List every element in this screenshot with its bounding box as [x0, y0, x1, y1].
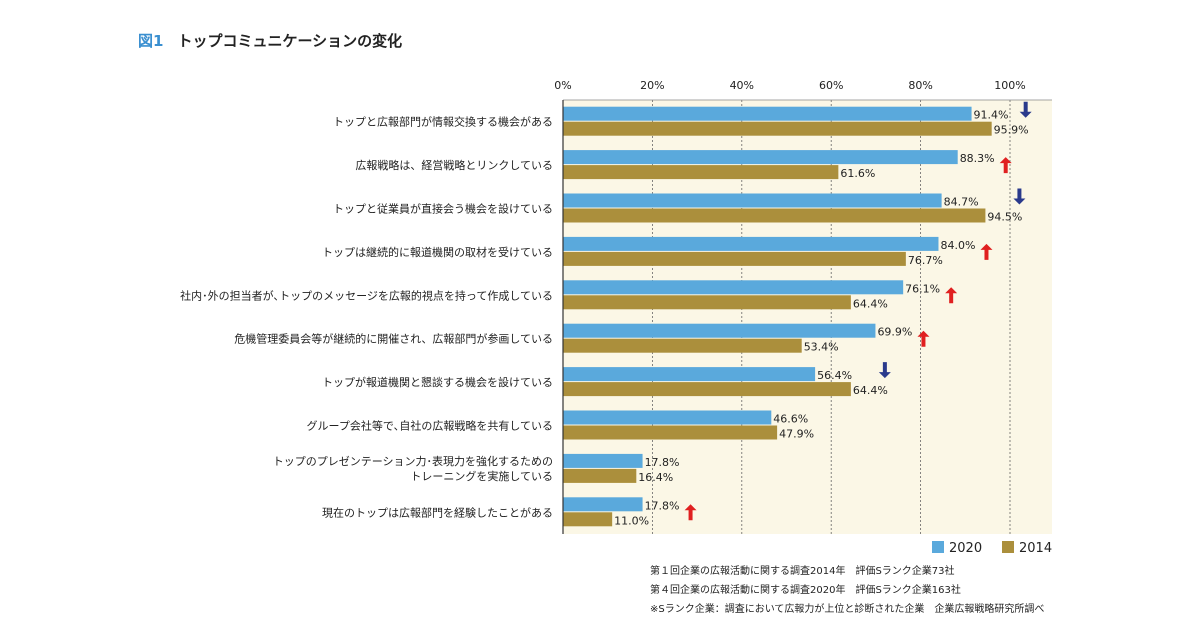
data-label-2020-6: 56.4% [817, 369, 852, 382]
category-label-4: 社内･外の担当者が､トップのメッセージを広報的視点を持って作成している [180, 288, 553, 302]
bar-2020-9 [563, 497, 643, 512]
category-label-0: トップと広報部門が情報交換する機会がある [333, 115, 553, 129]
bar-2020-7 [563, 410, 772, 425]
chart-title: 図1 トップコミュニケーションの変化 [138, 30, 402, 51]
title-text: トップコミュニケーションの変化 [177, 32, 403, 50]
footnote-2: 第４回企業の広報活動に関する調査2020年 評価Sランク企業163社 [650, 585, 961, 596]
legend-swatch-2020 [932, 541, 944, 553]
data-label-2020-2: 84.7% [944, 196, 979, 209]
x-tick-label-60: 60% [819, 79, 843, 92]
x-tick-label-0: 0% [554, 79, 571, 92]
bar-2014-1 [563, 165, 839, 180]
data-label-2014-5: 53.4% [804, 341, 839, 354]
data-label-2020-0: 91.4% [974, 109, 1009, 122]
bar-2014-7 [563, 425, 778, 440]
bar-2020-1 [563, 150, 958, 165]
x-tick-label-20: 20% [640, 79, 664, 92]
arrow-down-icon-6 [878, 362, 891, 379]
data-label-2014-1: 61.6% [840, 167, 875, 180]
arrow-up-icon-1 [999, 157, 1012, 174]
data-label-2014-6: 64.4% [853, 384, 888, 397]
bar-2014-9 [563, 512, 613, 527]
data-label-2014-7: 47.9% [779, 428, 814, 441]
arrow-up-icon-9 [684, 504, 697, 521]
x-tick-label-40: 40% [730, 79, 754, 92]
bar-2014-2 [563, 208, 986, 223]
bar-2020-5 [563, 323, 876, 338]
data-label-2020-3: 84.0% [940, 239, 975, 252]
data-label-2020-4: 76.1% [905, 282, 940, 295]
legend-label-2014: 2014 [1019, 541, 1052, 556]
data-label-2014-2: 94.5% [987, 211, 1022, 224]
figure-label: 図1 [138, 32, 164, 50]
data-label-2014-3: 76.7% [908, 254, 943, 267]
bar-2020-2 [563, 193, 942, 208]
category-label-8-line-0: トップのプレゼンテーション力･表現力を強化するための [273, 454, 553, 468]
category-label-8-line-1: トレーニングを実施している [410, 469, 553, 483]
bar-2020-4 [563, 280, 904, 295]
arrow-down-icon-2 [1013, 188, 1026, 205]
data-label-2020-9: 17.8% [645, 499, 680, 512]
category-label-9: 現在のトップは広報部門を経験したことがある [322, 505, 553, 519]
legend-swatch-2014 [1002, 541, 1014, 553]
arrow-up-icon-5 [917, 330, 930, 347]
category-label-5: 危機管理委員会等が継続的に開催され、広報部門が参画している [234, 332, 553, 346]
footnote-1: 第１回企業の広報活動に関する調査2014年 評価Sランク企業73社 [650, 566, 955, 577]
data-label-2014-9: 11.0% [614, 514, 649, 527]
bar-2014-4 [563, 295, 851, 310]
data-label-2014-8: 16.4% [638, 471, 673, 484]
bar-2014-8 [563, 468, 637, 483]
bar-2020-8 [563, 453, 643, 468]
bar-2020-6 [563, 367, 816, 382]
data-label-2020-1: 88.3% [960, 152, 995, 165]
data-label-2014-0: 95.9% [994, 124, 1029, 137]
data-label-2020-7: 46.6% [773, 413, 808, 426]
data-label-2020-8: 17.8% [645, 456, 680, 469]
bar-2014-6 [563, 382, 851, 397]
bar-2014-3 [563, 251, 906, 266]
arrow-up-icon-3 [980, 243, 993, 260]
category-label-6: トップが報道機関と懇談する機会を設けている [322, 375, 553, 389]
category-label-7: グループ会社等で､自社の広報戦略を共有している [306, 419, 553, 433]
footnote-3: ※Sランク企業：調査において広報力が上位と診断された企業 企業広報戦略研究所調べ [650, 604, 1045, 615]
category-label-1: 広報戦略は、経営戦略とリンクしている [355, 158, 553, 172]
x-tick-label-80: 80% [908, 79, 932, 92]
data-label-2014-4: 64.4% [853, 297, 888, 310]
arrow-down-icon-0 [1019, 101, 1032, 118]
bar-2020-3 [563, 236, 939, 251]
category-label-3: トップは継続的に報道機関の取材を受けている [322, 245, 553, 259]
bar-2014-5 [563, 338, 802, 353]
arrow-up-icon-4 [945, 287, 958, 304]
bar-2014-0 [563, 121, 992, 136]
legend-label-2020: 2020 [949, 541, 982, 556]
category-label-2: トップと従業員が直接会う機会を設けている [333, 202, 553, 216]
x-tick-label-100: 100% [994, 79, 1025, 92]
bar-2020-0 [563, 106, 972, 121]
data-label-2020-5: 69.9% [877, 326, 912, 339]
